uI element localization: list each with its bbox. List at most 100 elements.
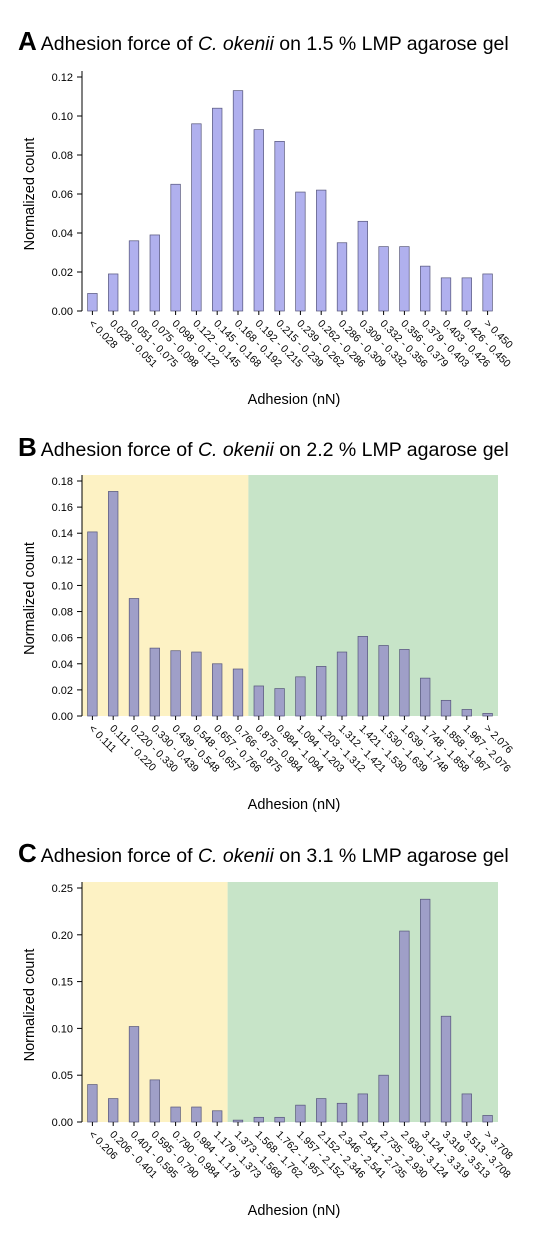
bar-9 [274,1116,285,1123]
chart-title: B Adhesion force of C. okenii on 2.2 % LM… [18,432,509,463]
panel-letter: B [18,432,37,462]
y-axis-label: Normalized count [22,542,38,655]
panel-a: A Adhesion force of C. okenii on 1.5 % LM… [0,0,550,412]
bar-2 [128,598,140,717]
bar-10 [295,1104,306,1123]
bar-5 [191,1106,202,1123]
y-tick-label: 0.00 [52,711,73,723]
shaded-region-1 [227,882,498,1122]
bar-3 [149,234,160,312]
bar-10 [295,191,306,312]
bar-8 [253,1116,264,1123]
panel-letter: C [18,838,37,868]
chart-title-prefix: Adhesion force of [40,33,198,55]
bar-17 [440,699,452,717]
bar-3 [149,1079,160,1123]
y-tick-label: 0.15 [52,977,73,989]
y-tick-label: 0.04 [52,659,73,671]
panel-b: B Adhesion force of C. okenii on 2.2 % LM… [0,412,550,822]
bar-1 [108,1098,119,1123]
bar-11 [316,1098,327,1123]
bar-17 [440,277,452,312]
y-tick-label: 0.00 [52,306,73,318]
bar-11 [316,666,327,717]
bar-12 [336,1102,348,1123]
bar-7 [232,668,244,717]
bar-12 [336,242,348,312]
bar-9 [274,141,285,312]
y-tick-label: 0.20 [52,930,73,942]
chart-title-suffix: on 1.5 % LMP agarose gel [273,33,509,55]
bar-15 [399,930,410,1123]
bar-19 [482,1115,493,1123]
bar-5 [191,651,202,717]
x-axis-label: Adhesion (nN) [248,1203,341,1219]
bar-5 [191,123,202,312]
bar-2 [128,240,140,312]
bar-18 [461,277,472,312]
chart-title-species: C. okenii [197,33,274,55]
chart-title-prefix: Adhesion force of [40,439,198,461]
panel-letter: A [18,26,37,56]
bar-16 [420,898,431,1123]
bar-14 [378,645,389,717]
chart-title: A Adhesion force of C. okenii on 1.5 % LM… [18,26,509,57]
bar-18 [461,1093,472,1123]
bar-8 [253,129,264,312]
y-tick-label: 0.08 [52,607,73,619]
bar-13 [357,220,368,312]
bar-6 [212,663,223,717]
y-tick-label: 0.06 [52,633,73,645]
bar-13 [357,1093,368,1123]
bar-10 [295,676,306,717]
panel-c: C Adhesion force of C. okenii on 3.1 % LM… [0,822,550,1234]
y-tick-label: 0.18 [52,476,73,488]
y-tick-label: 0.12 [52,72,73,84]
bar-2 [128,1026,140,1123]
bar-15 [399,246,410,312]
y-tick-label: 0.08 [52,150,73,162]
y-tick-label: 0.10 [52,1023,73,1035]
y-tick-label: 0.02 [52,267,73,279]
y-tick-label: 0.06 [52,189,73,201]
bar-15 [399,649,410,717]
y-tick-label: 0.05 [52,1070,73,1082]
bar-8 [253,685,264,717]
y-tick-label: 0.00 [52,1117,73,1129]
bar-9 [274,688,285,717]
bar-4 [170,183,181,312]
bar-4 [170,650,181,717]
bar-7 [232,90,244,312]
bar-18 [461,709,472,717]
y-axis-label: Normalized count [22,949,38,1062]
y-tick-label: 0.25 [52,883,73,895]
bar-7 [232,1119,244,1123]
bar-6 [212,107,223,312]
y-tick-label: 0.16 [52,502,73,514]
bar-1 [108,491,119,717]
bar-16 [420,677,431,717]
chart-title-suffix: on 2.2 % LMP agarose gel [273,439,509,461]
chart-title-species: C. okenii [197,439,274,461]
bar-0 [87,1084,98,1123]
bar-14 [378,1074,389,1123]
bar-19 [482,273,493,312]
bar-11 [316,189,327,312]
shaded-region-1 [248,475,498,716]
y-tick-label: 0.04 [52,228,73,240]
y-tick-label: 0.12 [52,554,73,566]
chart-title-prefix: Adhesion force of [40,845,198,867]
chart-title-suffix: on 3.1 % LMP agarose gel [273,845,509,867]
bar-6 [212,1110,223,1123]
bar-4 [170,1106,181,1123]
bar-17 [440,1015,452,1123]
y-tick-label: 0.02 [52,685,73,697]
bar-0 [87,531,98,717]
y-tick-label: 0.10 [52,111,73,123]
bar-3 [149,647,160,717]
bar-16 [420,265,431,312]
chart-title: C Adhesion force of C. okenii on 3.1 % LM… [18,838,509,869]
bar-19 [482,713,493,717]
y-axis-label: Normalized count [22,138,38,251]
